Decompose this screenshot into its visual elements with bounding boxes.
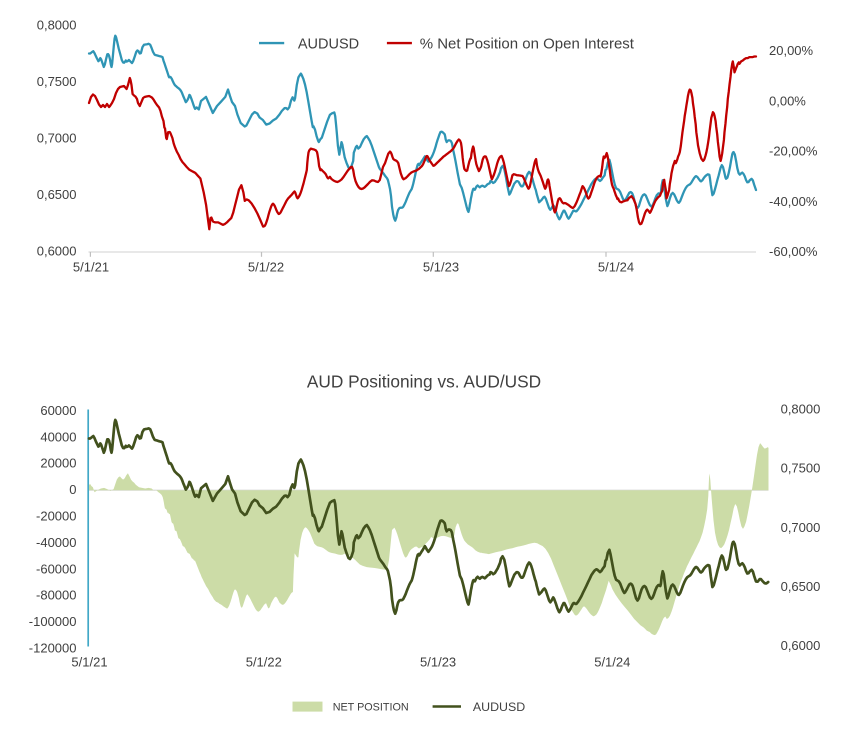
svg-text:% Net Position on Open Interes: % Net Position on Open Interest (420, 36, 635, 53)
svg-text:-20,00%: -20,00% (769, 144, 818, 159)
svg-text:AUDUSD: AUDUSD (473, 700, 525, 714)
svg-text:0,8000: 0,8000 (37, 18, 77, 33)
svg-text:0,7000: 0,7000 (781, 520, 821, 535)
svg-text:AUD Positioning vs. AUD/USD: AUD Positioning vs. AUD/USD (307, 372, 541, 392)
svg-text:-60000: -60000 (36, 561, 76, 576)
svg-text:-80000: -80000 (36, 588, 76, 603)
svg-text:5/1/24: 5/1/24 (594, 654, 630, 669)
svg-text:0: 0 (69, 482, 76, 497)
svg-text:40000: 40000 (40, 429, 76, 444)
svg-text:0,7500: 0,7500 (37, 74, 77, 89)
svg-text:0,6000: 0,6000 (781, 638, 821, 653)
svg-text:5/1/21: 5/1/21 (71, 654, 107, 669)
svg-text:0,7500: 0,7500 (781, 461, 821, 476)
svg-text:0,8000: 0,8000 (781, 401, 821, 416)
svg-text:0,6000: 0,6000 (37, 243, 77, 258)
svg-text:NET POSITION: NET POSITION (333, 701, 409, 713)
svg-text:-40000: -40000 (36, 535, 76, 550)
svg-text:5/1/23: 5/1/23 (420, 654, 456, 669)
svg-text:-20000: -20000 (36, 509, 76, 524)
svg-text:5/1/22: 5/1/22 (248, 260, 284, 275)
svg-text:0,6500: 0,6500 (781, 579, 821, 594)
svg-text:60000: 60000 (40, 403, 76, 418)
svg-text:-100000: -100000 (29, 614, 77, 629)
svg-text:0,00%: 0,00% (769, 93, 806, 108)
svg-text:5/1/24: 5/1/24 (598, 260, 634, 275)
svg-text:-120000: -120000 (29, 641, 77, 656)
svg-text:20000: 20000 (40, 456, 76, 471)
svg-text:-60,00%: -60,00% (769, 244, 818, 259)
svg-text:0,6500: 0,6500 (37, 187, 77, 202)
svg-text:20,00%: 20,00% (769, 43, 814, 58)
svg-text:0,7000: 0,7000 (37, 131, 77, 146)
svg-text:5/1/21: 5/1/21 (73, 260, 109, 275)
svg-text:-40,00%: -40,00% (769, 194, 818, 209)
svg-text:AUDUSD: AUDUSD (298, 36, 359, 52)
svg-text:5/1/22: 5/1/22 (246, 654, 282, 669)
svg-text:5/1/23: 5/1/23 (423, 260, 459, 275)
